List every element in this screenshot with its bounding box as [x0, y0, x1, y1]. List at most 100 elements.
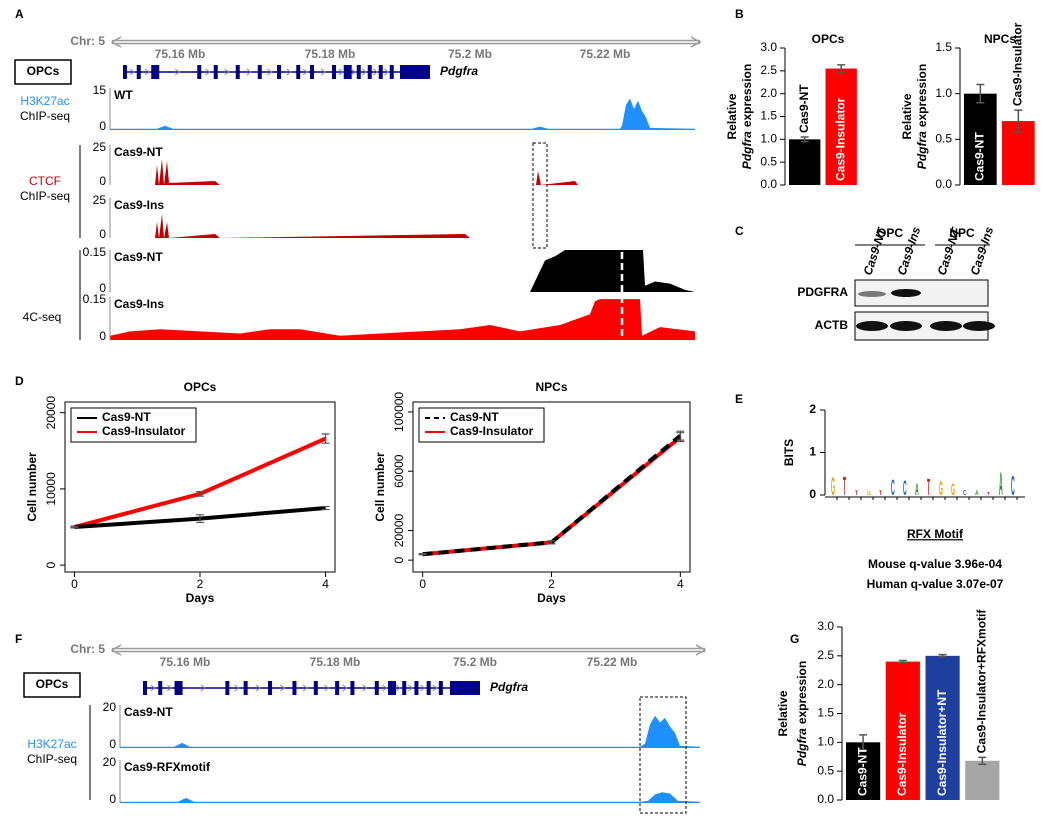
logo-letter: A [999, 466, 1003, 502]
lane-label: Cas9-NT [861, 225, 890, 277]
logo-letter: T [927, 474, 930, 500]
band [890, 321, 922, 331]
logo-letter: G [951, 480, 955, 499]
y-tick-label: 0.0 [760, 177, 777, 191]
signal [120, 792, 700, 803]
exon [174, 681, 183, 695]
track-max: 25 [93, 140, 107, 154]
signal [120, 715, 700, 748]
chart-title: NPCs [984, 32, 1016, 46]
track-max: 20 [103, 755, 117, 769]
exon [225, 681, 230, 695]
y-tick-label: 20000 [44, 396, 58, 430]
exon [438, 681, 443, 695]
track-min: 0 [109, 792, 116, 806]
strand-arrow [174, 68, 181, 76]
y-tick-label: 1.5 [817, 706, 834, 720]
track-max: 20 [103, 700, 117, 714]
exon [310, 65, 314, 79]
exon [335, 681, 340, 695]
bar-label: Cas9-NT [855, 747, 869, 796]
x-tick-label: 0 [71, 577, 78, 591]
series-line [422, 434, 682, 557]
error-bar [196, 490, 204, 497]
bar-label: Cas9-Insulator [833, 97, 847, 181]
exon [367, 65, 372, 79]
error-bar [938, 653, 947, 658]
error-bar [70, 525, 79, 529]
error-bar [547, 540, 556, 545]
logo-letter: T [987, 491, 990, 497]
strand-arrow [362, 684, 368, 692]
coord-label: 75.18 Mb [305, 47, 356, 61]
track-min: 0 [99, 281, 106, 295]
y-tick-label: 10000 [44, 472, 58, 506]
exon [350, 681, 355, 695]
band [930, 321, 962, 331]
exon [123, 65, 127, 79]
y-tick-label: 1.0 [760, 132, 777, 146]
track-group-label: ChIP-seq [20, 189, 70, 203]
y-tick-label: 0 [44, 561, 58, 568]
strand-arrow [167, 684, 173, 692]
y-axis-label: Pdgfra expression [795, 661, 809, 766]
y-tick-label: 0.5 [760, 154, 777, 168]
y-tick-label: 0 [392, 556, 406, 563]
logo-letter: G [867, 491, 871, 497]
exon [313, 681, 318, 695]
track-min: 0 [99, 174, 106, 188]
exon [343, 65, 352, 79]
y-axis-label: Relative [900, 93, 914, 139]
track-max: 15 [93, 83, 107, 97]
strand-arrow [361, 68, 368, 76]
y-tick-label: 2.0 [760, 86, 777, 100]
strand-arrow [324, 684, 330, 692]
bar [885, 661, 920, 800]
bar [964, 93, 997, 185]
track-group-label: H3K27ac [20, 94, 69, 108]
strand-arrow [129, 68, 135, 76]
error-bar [898, 659, 907, 664]
track-group-label: ChIP-seq [20, 109, 70, 123]
y-axis-label-rest: expression [795, 661, 809, 724]
track-name: Cas9-NT [114, 145, 163, 159]
exon [374, 681, 379, 695]
exon [356, 65, 361, 79]
y-tick-label: 1.0 [817, 735, 834, 749]
strand-arrow [224, 68, 230, 76]
y-axis-label-gene: Pdgfra [740, 131, 754, 169]
strand-arrow [338, 68, 344, 76]
exon [257, 65, 262, 79]
logo-letter: C [963, 489, 967, 497]
y-axis-label-gene: Pdgfra [795, 728, 809, 766]
logo-letter: T [879, 491, 883, 498]
cell-label: OPCs [27, 64, 60, 78]
signal [110, 159, 695, 185]
band [856, 321, 888, 331]
bar-label: Cas9-Insulator+RFXmotif [975, 609, 989, 754]
signal [110, 250, 695, 292]
panel-label: B [735, 7, 744, 21]
y-axis-label-rest: expression [740, 64, 754, 127]
bar [846, 742, 881, 800]
y-tick-label: 1.0 [935, 86, 952, 100]
strand-arrow [279, 684, 286, 692]
y-axis-label: Relative [776, 690, 790, 736]
bar-label: Cas9-Insulator [1011, 22, 1025, 106]
logo-letter: C [903, 477, 907, 500]
strand-arrow [286, 68, 292, 76]
exon [158, 681, 163, 695]
error-bar [418, 553, 427, 556]
gene-name: Pdgfra [440, 64, 478, 78]
strand-arrow [150, 684, 156, 692]
exon [243, 681, 248, 695]
track-name: Cas9-Ins [114, 198, 164, 212]
error-bar [676, 430, 685, 441]
bar [925, 655, 960, 800]
strand-arrow [408, 684, 414, 692]
y-tick-label: 3.0 [817, 619, 834, 633]
ruler [110, 644, 707, 656]
legend-box [418, 407, 545, 443]
track-max: 0.15 [83, 292, 107, 306]
